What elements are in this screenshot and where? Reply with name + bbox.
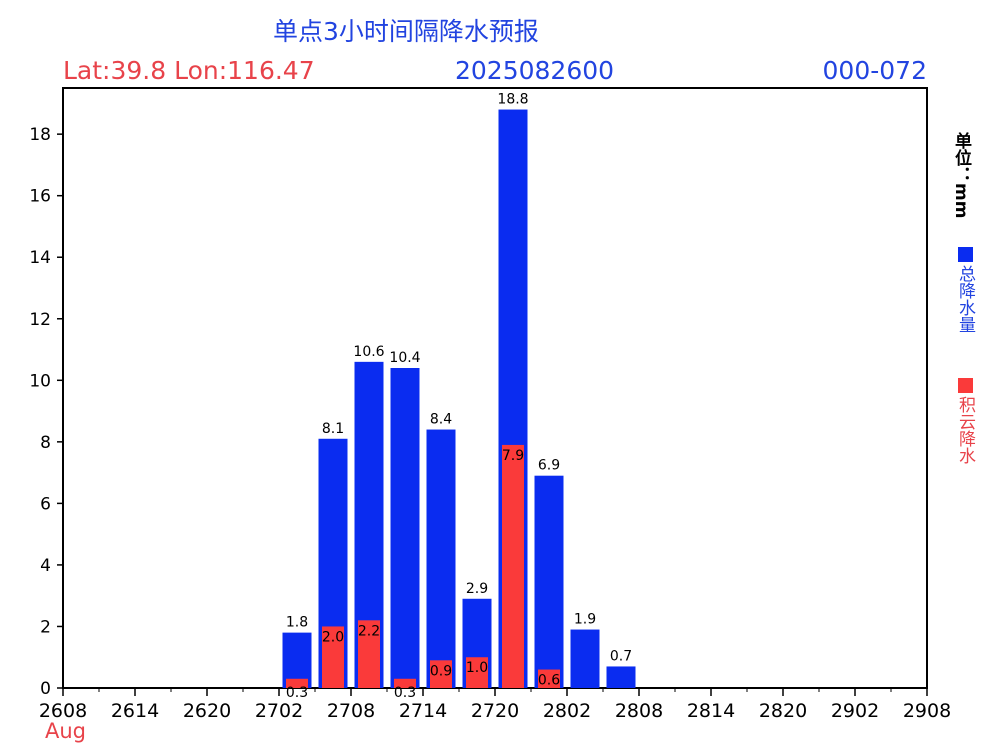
x-tick-label: 2908 xyxy=(903,700,951,722)
x-tick-label: 2808 xyxy=(615,700,663,722)
x-tick-label: 2820 xyxy=(759,700,807,722)
convective-precip-bar xyxy=(394,678,416,688)
x-axis-label: Aug xyxy=(45,719,86,743)
y-tick-label: 16 xyxy=(29,187,51,207)
total-value-label: 10.6 xyxy=(353,344,384,360)
convective-value-label: 0.3 xyxy=(286,685,308,701)
x-tick-label: 2902 xyxy=(831,700,879,722)
y-tick-label: 8 xyxy=(40,433,51,453)
x-tick-label: 2720 xyxy=(471,700,519,722)
total-value-label: 1.9 xyxy=(574,612,596,628)
y-tick-label: 12 xyxy=(29,310,51,330)
legend-total: 总降水量 xyxy=(953,247,978,333)
x-tick-label: 2814 xyxy=(687,700,735,722)
convective-value-label: 1.0 xyxy=(466,660,488,676)
x-tick-label: 2714 xyxy=(399,700,447,722)
x-tick-label: 2708 xyxy=(327,700,375,722)
x-tick-label: 2614 xyxy=(111,700,159,722)
total-value-label: 1.8 xyxy=(286,615,308,631)
y-tick-label: 6 xyxy=(40,494,51,514)
convective-precip-bar xyxy=(538,669,560,688)
x-tick-label: 2802 xyxy=(543,700,591,722)
forecast-range-label: 000-072 xyxy=(822,56,927,85)
total-precip-bar xyxy=(390,368,420,688)
convective-precip-bar xyxy=(430,660,452,688)
convective-precip-bar xyxy=(466,657,488,688)
total-value-label: 8.1 xyxy=(322,421,344,437)
total-precip-bar xyxy=(534,475,564,688)
unit-label: 单位：mm xyxy=(951,132,971,219)
convective-value-label: 7.9 xyxy=(502,448,524,464)
convective-value-label: 2.2 xyxy=(358,623,380,639)
plot-frame xyxy=(62,87,928,689)
chart-title: 单点3小时间隔降水预报 xyxy=(273,17,539,46)
init-time-label: 2025082600 xyxy=(455,56,615,85)
total-value-label: 0.7 xyxy=(610,648,632,664)
y-tick-label: 10 xyxy=(29,371,51,391)
convective-precip-bar xyxy=(322,626,344,688)
convective-value-label: 0.6 xyxy=(538,673,560,689)
x-tick-label: 2702 xyxy=(255,700,303,722)
location-label: Lat:39.8 Lon:116.47 xyxy=(63,56,315,85)
total-value-label: 6.9 xyxy=(538,458,560,474)
total-precip-bar xyxy=(570,629,600,688)
legend-convective: 积云降水 xyxy=(953,378,978,464)
total-value-label: 2.9 xyxy=(466,581,488,597)
total-value-label: 18.8 xyxy=(497,92,528,108)
y-tick-label: 0 xyxy=(40,679,51,699)
convective-precip-bar xyxy=(358,620,380,688)
y-tick-label: 14 xyxy=(29,248,51,268)
total-value-label: 10.4 xyxy=(389,350,420,366)
convective-value-label: 0.9 xyxy=(430,663,452,679)
y-tick-label: 18 xyxy=(29,125,51,145)
convective-precip-bar xyxy=(286,678,308,688)
convective-value-label: 0.3 xyxy=(394,685,416,701)
x-tick-label: 2620 xyxy=(183,700,231,722)
convective-precip-bar xyxy=(502,444,524,688)
total-value-label: 8.4 xyxy=(430,412,452,428)
total-precip-bar xyxy=(426,429,456,688)
total-precip-bar xyxy=(606,666,636,688)
convective-value-label: 2.0 xyxy=(322,629,344,645)
legend-convective-label: 积云降水 xyxy=(955,396,975,464)
legend-total-label: 总降水量 xyxy=(955,265,975,333)
y-tick-label: 2 xyxy=(40,617,51,637)
legend-convective-swatch xyxy=(957,378,973,393)
y-tick-label: 4 xyxy=(40,556,51,576)
x-tick-label: 2608 xyxy=(39,700,87,722)
legend-total-swatch xyxy=(957,247,973,262)
